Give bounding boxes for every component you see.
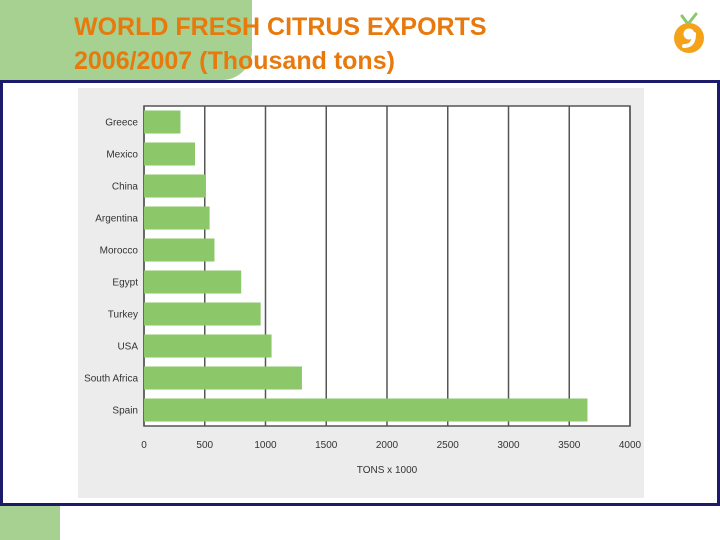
category-label-mexico: Mexico	[106, 150, 138, 161]
category-label-egypt: Egypt	[112, 278, 138, 289]
category-label-south-africa: South Africa	[84, 374, 138, 385]
bar-greece	[144, 110, 181, 134]
x-tick-label-7: 3500	[558, 440, 581, 451]
bar-morocco	[144, 238, 215, 262]
bar-argentina	[144, 206, 210, 230]
category-label-greece: Greece	[105, 118, 138, 129]
category-label-morocco: Morocco	[100, 246, 139, 257]
bar-turkey	[144, 302, 261, 326]
tick-label-layer: 0 500 1000 1500 2000 2500 3000 3500 4000	[141, 440, 641, 451]
bar-egypt	[144, 270, 242, 294]
bar-china	[144, 174, 206, 198]
x-tick-label-1: 500	[196, 440, 213, 451]
bar-mexico	[144, 142, 196, 166]
slide-title: WORLD FRESH CITRUS EXPORTS 2006/2007 (Th…	[74, 10, 487, 78]
category-label-china: China	[112, 182, 139, 193]
slide-title-line1: WORLD FRESH CITRUS EXPORTS	[74, 13, 487, 41]
bar-south-africa	[144, 366, 302, 390]
bar-usa	[144, 334, 272, 358]
category-label-usa: USA	[117, 342, 138, 353]
x-tick-label-8: 4000	[619, 440, 642, 451]
x-axis-title: TONS x 1000	[357, 465, 418, 476]
citrus-logo-icon	[674, 12, 704, 53]
category-label-layer: Greece Mexico China Argentina Morocco Egypt Tu…	[84, 118, 138, 417]
category-label-spain: Spain	[112, 406, 138, 417]
x-tick-label-6: 3000	[497, 440, 520, 451]
x-tick-label-0: 0	[141, 440, 147, 451]
bar-layer	[144, 110, 588, 422]
x-tick-label-5: 2500	[437, 440, 460, 451]
x-tick-label-3: 1500	[315, 440, 338, 451]
bar-spain	[144, 398, 588, 422]
slide-title-line2: 2006/2007 (Thousand tons)	[74, 47, 395, 75]
category-label-argentina: Argentina	[95, 214, 138, 225]
bar-chart: Greece Mexico China Argentina Morocco Egypt Tu…	[84, 105, 642, 476]
category-label-turkey: Turkey	[108, 310, 138, 321]
x-tick-label-4: 2000	[376, 440, 399, 451]
x-tick-label-2: 1000	[254, 440, 277, 451]
